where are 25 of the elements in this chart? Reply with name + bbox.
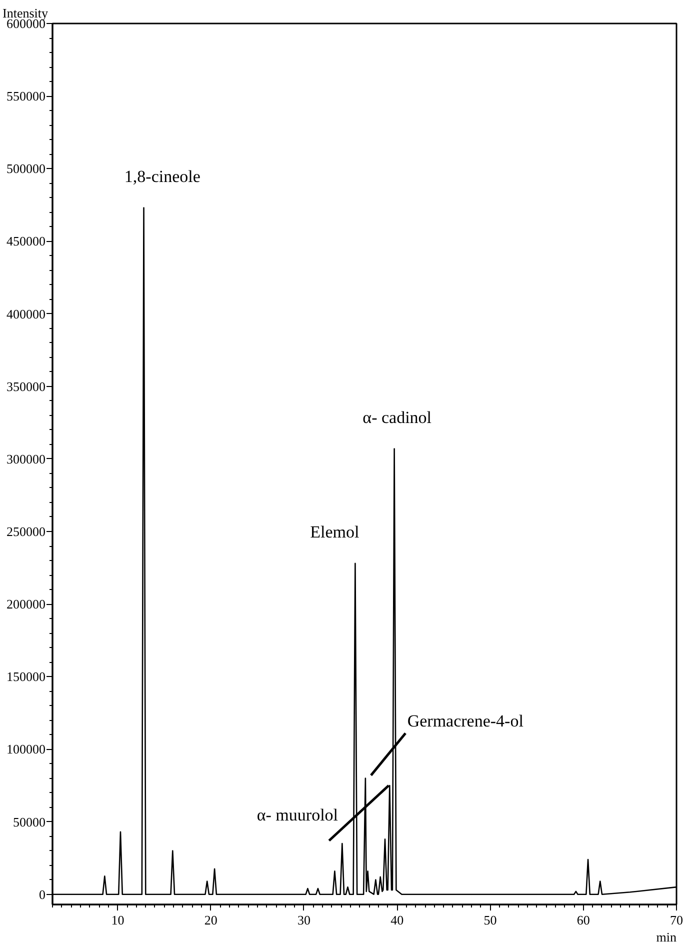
annotation: Elemol: [310, 522, 360, 542]
y-tick-label: 550000: [6, 88, 46, 104]
y-tick-label: 100000: [6, 742, 46, 757]
y-tick-label: 150000: [6, 669, 46, 684]
annotation: α- muurolol: [256, 806, 338, 825]
x-tick-label: 30: [297, 912, 310, 928]
y-tick-label: 250000: [6, 524, 46, 539]
x-tick-label: 20: [204, 912, 218, 928]
x-tick-label: 40: [390, 912, 404, 928]
x-tick-label: 10: [111, 912, 124, 928]
y-tick-label: 0: [39, 886, 46, 902]
y-tick-label: 500000: [6, 161, 46, 176]
y-tick-label: 200000: [6, 596, 46, 612]
annotation: Germacrene-4-ol: [407, 711, 524, 730]
y-tick-label: 350000: [6, 378, 46, 394]
y-tick-label: 50000: [13, 814, 46, 830]
annotation: 1,8-cineole: [124, 167, 200, 186]
y-tick-label: 400000: [6, 306, 46, 322]
x-axis-title: min: [656, 930, 677, 944]
x-tick-label: 50: [484, 912, 497, 928]
annotation: α- cadinol: [362, 408, 432, 427]
x-tick-label: 70: [670, 912, 683, 928]
y-tick-label: 300000: [6, 451, 46, 466]
y-tick-label: 450000: [6, 234, 46, 249]
x-tick-label: 60: [576, 912, 590, 928]
